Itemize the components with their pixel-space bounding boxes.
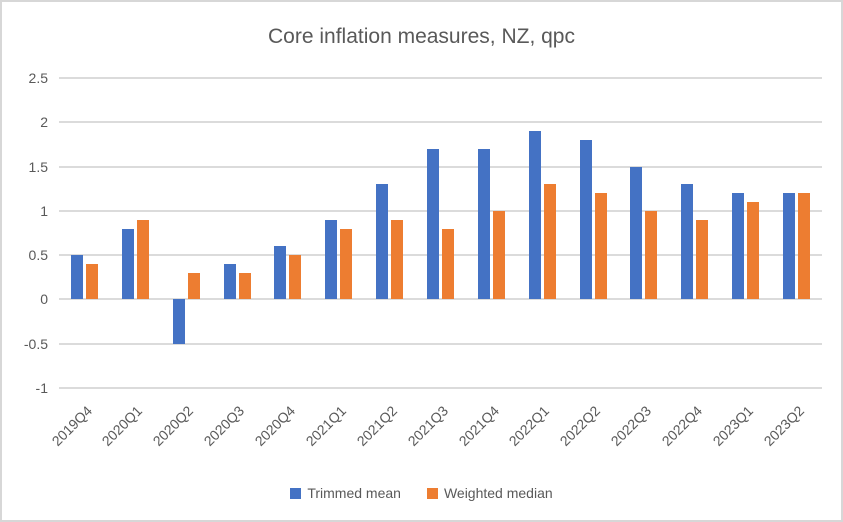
legend-item-weighted-median: Weighted median: [426, 485, 553, 501]
legend-swatch-weighted-median-icon: [426, 487, 438, 499]
bar-trimmed-mean: [579, 140, 592, 300]
y-tick-label: 2: [40, 114, 48, 131]
bar-trimmed-mean: [121, 228, 134, 300]
bar-trimmed-mean: [732, 193, 745, 300]
x-tick-label: 2022Q1: [505, 402, 553, 450]
x-tick-label: 2023Q2: [760, 402, 807, 450]
bar-weighted-median: [543, 184, 556, 300]
x-tick-label: 2021Q1: [302, 402, 350, 450]
bar-weighted-median: [85, 264, 98, 300]
bar-trimmed-mean: [70, 255, 83, 300]
x-tick-label: 2020Q2: [149, 402, 197, 450]
y-tick-label: 1.5: [28, 158, 48, 175]
bar-weighted-median: [645, 210, 658, 300]
bar-weighted-median: [442, 228, 454, 300]
y-tick-label: 0.5: [28, 247, 48, 264]
x-tick-label: 2022Q4: [658, 402, 706, 450]
bar-weighted-median: [747, 202, 760, 300]
y-tick-label: 2.5: [28, 70, 48, 86]
chart-title: Core inflation measures, NZ, qpc: [268, 25, 575, 48]
y-tick-label: 1: [40, 202, 48, 219]
y-axis: 2.5 2 1.5 1 0.5 0 -0.5 -1: [2, 2, 52, 520]
bar-trimmed-mean: [681, 184, 694, 300]
bar-trimmed-mean: [325, 219, 338, 300]
bar-weighted-median: [136, 219, 149, 300]
gridline: [59, 77, 822, 79]
bar-weighted-median: [289, 255, 302, 300]
bar-weighted-median: [391, 219, 404, 300]
gridline: [59, 387, 822, 389]
x-tick-label: 2021Q2: [353, 402, 400, 450]
bar-trimmed-mean: [477, 148, 490, 300]
gridline: [59, 121, 822, 124]
bar-weighted-median: [187, 272, 200, 300]
x-tick-label: 2023Q1: [709, 402, 757, 450]
y-tick-label: -0.5: [23, 335, 48, 352]
bar-trimmed-mean: [783, 193, 796, 300]
x-tick-label: 2022Q3: [607, 402, 655, 450]
x-tick-label: 2019Q4: [48, 402, 95, 450]
x-tick-label: 2021Q3: [404, 402, 451, 450]
x-tick-label: 2020Q3: [200, 402, 248, 450]
legend-label-trimmed-mean: Trimmed mean: [307, 485, 401, 501]
bar-weighted-median: [340, 228, 353, 300]
x-tick-label: 2022Q2: [556, 402, 604, 450]
legend: Trimmed mean Weighted median: [2, 485, 841, 501]
bar-trimmed-mean: [172, 299, 185, 344]
gridline: [59, 298, 822, 301]
gridline: [59, 209, 822, 212]
bar-trimmed-mean: [376, 184, 389, 300]
plot-area: [59, 77, 822, 389]
bar-trimmed-mean: [427, 148, 439, 300]
bar-weighted-median: [594, 193, 607, 300]
gridline: [59, 254, 822, 257]
x-tick-label: 2020Q4: [251, 402, 299, 450]
bar-trimmed-mean: [630, 166, 643, 300]
y-tick-label: 0: [40, 291, 48, 308]
y-tick-label: -1: [35, 380, 48, 396]
bar-trimmed-mean: [528, 131, 541, 300]
bar-weighted-median: [696, 219, 709, 300]
bar-trimmed-mean: [274, 246, 287, 300]
bar-trimmed-mean: [223, 264, 236, 300]
legend-swatch-trimmed-mean-icon: [290, 487, 302, 499]
bar-weighted-median: [798, 193, 811, 300]
legend-label-weighted-median: Weighted median: [443, 485, 553, 501]
x-tick-label: 2020Q1: [99, 402, 146, 450]
gridline: [59, 342, 822, 345]
x-tick-label: 2021Q4: [455, 402, 502, 450]
bar-weighted-median: [238, 272, 251, 300]
bar-weighted-median: [492, 210, 505, 300]
gridline: [59, 165, 822, 168]
legend-item-trimmed-mean: Trimmed mean: [290, 485, 401, 501]
